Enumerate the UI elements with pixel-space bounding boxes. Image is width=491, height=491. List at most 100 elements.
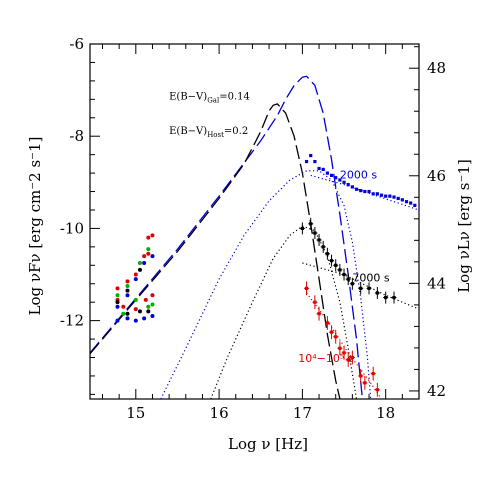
xray-point [309, 153, 313, 158]
optical-point [143, 297, 148, 302]
xray-point [334, 263, 338, 267]
xray-point [359, 286, 363, 290]
xray-point [375, 388, 379, 392]
xray-point [329, 259, 334, 263]
y-axis-title-left: Log νFν [erg cm⁻2 s⁻1] [26, 137, 44, 316]
x-tick-label: 15 [126, 404, 145, 422]
xray-point [379, 193, 384, 197]
xray-point [346, 183, 350, 187]
series-label: 10⁴−10⁵ s [298, 352, 354, 365]
xray-point [325, 321, 329, 325]
xray-point [371, 372, 375, 376]
xray-point [371, 192, 375, 196]
xray-point [325, 252, 329, 256]
xray-point [359, 189, 363, 193]
xray-point [413, 203, 417, 207]
xray-point [375, 192, 379, 196]
xray-point [338, 268, 342, 272]
xray-point [392, 195, 396, 199]
xray-point [350, 185, 354, 189]
optical-point [125, 316, 130, 321]
optical-point [133, 318, 138, 323]
xray-point [304, 286, 309, 290]
y-tick-label-right: 48 [427, 59, 446, 77]
x-tick-label: 16 [210, 404, 229, 422]
xray-point [334, 176, 338, 180]
x-tick-label: 17 [293, 404, 312, 422]
optical-point [125, 288, 130, 293]
xray-point [367, 189, 371, 194]
xray-point [346, 277, 350, 281]
model-curve-4 [310, 174, 419, 211]
optical-point [115, 304, 120, 309]
xray-point [313, 300, 317, 304]
xray-point [334, 335, 338, 339]
optical-point [137, 309, 142, 314]
y-tick-label-left: -12 [60, 312, 84, 330]
xray-point [342, 351, 346, 355]
optical-point [142, 316, 147, 321]
model-curves [90, 75, 419, 399]
xray-point [346, 358, 350, 362]
xray-point [350, 355, 354, 360]
plot-area: 15 16 17 18 -12 -10 -8 -6 42 44 46 48 E(B−V)Gal=0.14… [60, 35, 446, 422]
x-tick-label: 18 [376, 404, 395, 422]
optical-point [150, 254, 155, 259]
xray-point [321, 167, 325, 172]
xray-point [329, 330, 334, 334]
optical-point [115, 300, 120, 305]
xray-point [392, 295, 396, 300]
optical-point [150, 293, 155, 298]
y-tick-label-left: -6 [69, 35, 84, 53]
optical-point [137, 260, 142, 265]
xray-point [375, 291, 379, 295]
optical-point [133, 307, 138, 312]
optical-point [142, 260, 147, 265]
model-curve-1 [90, 103, 341, 399]
xray-point [317, 238, 321, 242]
optical-point [121, 304, 126, 309]
xray-point [396, 196, 400, 201]
optical-point [150, 302, 155, 307]
optical-point [150, 233, 155, 238]
series-label: 7000 s [352, 271, 389, 284]
xray-point [300, 226, 304, 231]
xray-point [313, 159, 317, 164]
optical-point [133, 272, 138, 277]
xray-point [304, 159, 309, 164]
xray-point [409, 201, 413, 205]
series-label: 2000 s [340, 169, 377, 182]
plot-frame [89, 43, 420, 400]
y-tick-label-left: -10 [60, 219, 84, 237]
y-tick-label-right: 46 [427, 167, 446, 185]
optical-point [125, 284, 130, 289]
xray-point [384, 194, 388, 198]
optical-point [137, 267, 142, 272]
optical-point [150, 314, 155, 319]
xray-point [338, 178, 342, 182]
optical-point [146, 309, 151, 314]
optical-point [115, 293, 120, 298]
optical-point [146, 251, 151, 256]
x-axis-title: Log ν [Hz] [228, 435, 308, 453]
xray-point [354, 187, 359, 191]
optical-point [115, 318, 120, 323]
xray-point [317, 166, 321, 171]
model-curve-2 [160, 170, 372, 399]
xray-point [313, 231, 317, 235]
xray-point [321, 245, 325, 249]
model-curve-0 [90, 75, 364, 399]
y-tick-label-left: -8 [69, 127, 84, 145]
optical-point [121, 311, 126, 316]
y-tick-label-right: 42 [427, 382, 446, 400]
optical-point [133, 297, 138, 302]
xray-point [384, 295, 388, 300]
xray-point [404, 200, 409, 204]
optical-point [142, 254, 147, 259]
xray-point [342, 272, 346, 277]
optical-point [146, 304, 151, 309]
optical-point [125, 293, 130, 298]
xray-point [367, 286, 371, 290]
xray-point [309, 222, 313, 226]
reddening-annotation: E(B−V)Host=0.2 [169, 126, 248, 139]
